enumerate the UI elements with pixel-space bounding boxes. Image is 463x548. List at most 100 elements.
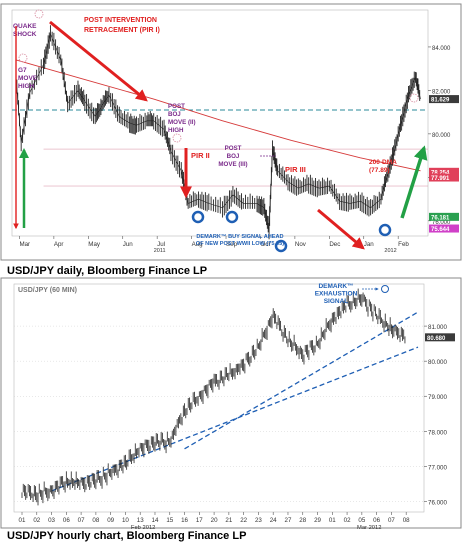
hourly-x-tick-label: 01 xyxy=(19,517,26,524)
daily-annotation-pir-iii: PIR III xyxy=(285,165,306,174)
hourly-x-tick-label: 07 xyxy=(388,517,395,524)
hourly-demark-signal-circle xyxy=(381,285,389,293)
hourly-x-tick-label: 09 xyxy=(107,517,114,524)
daily-demark-signal-circle xyxy=(225,210,239,224)
daily-level-tag xyxy=(429,212,459,221)
hourly-x-tick-label: 01 xyxy=(329,517,336,524)
hourly-trendline xyxy=(184,311,419,450)
hourly-x-tick-label: 15 xyxy=(166,517,173,524)
daily-x-tick-label: Dec xyxy=(329,241,340,248)
hourly-annotation-demark-line-2: SIGNAL xyxy=(324,298,349,305)
hourly-month-label: Feb 2012 xyxy=(131,525,156,531)
daily-arrow-pir-iii xyxy=(317,208,365,250)
daily-annotation-demark-line-0: DEMARK™ BUY SIGNAL AHEAD xyxy=(196,234,283,240)
daily-level-tag xyxy=(429,173,459,182)
hourly-x-tick-label: 27 xyxy=(285,517,292,524)
hourly-x-tick-label: 21 xyxy=(225,517,232,524)
daily-x-tick-label: Jul xyxy=(157,241,165,248)
hourly-chart-caption: USD/JPY hourly chart, Bloomberg Finance … xyxy=(7,530,247,542)
hourly-x-tick-label: 05 xyxy=(358,517,365,524)
hourly-y-tick-label: 79.000 xyxy=(428,394,447,401)
daily-chart-caption: USD/JPY daily, Bloomberg Finance LP xyxy=(7,265,208,277)
daily-annotation-pir-ii: PIR II xyxy=(191,151,210,160)
hourly-x-tick-label: 08 xyxy=(92,517,99,524)
hourly-last-price-label: 80.680 xyxy=(427,336,446,342)
daily-y-tick-label: 84.000 xyxy=(432,46,451,52)
daily-y-tick-label: 82.000 xyxy=(432,89,451,95)
daily-annotation-boj-ii-line-3: HIGH xyxy=(168,127,184,134)
hourly-annotation-demark-line-0: DEMARK™ xyxy=(318,283,353,290)
daily-year-label: 2011 xyxy=(154,248,166,254)
hourly-x-tick-label: 08 xyxy=(403,517,410,524)
daily-year-label: 2012 xyxy=(384,248,396,254)
hourly-plot-area xyxy=(13,283,425,513)
daily-annotation-demark-line-1: OF NEW POST WWII LOW (75.35) xyxy=(196,241,284,247)
daily-annotation-pir-i-line-1: RETRACEMENT (PIR I) xyxy=(84,27,160,34)
daily-demark-signal-circle xyxy=(191,210,205,224)
daily-annotation-g7-line-2: HIGH xyxy=(18,83,35,90)
hourly-x-tick-label: 22 xyxy=(240,517,247,524)
daily-annotation-pir-i-line-0: POST INTERVENTION xyxy=(84,17,157,24)
hourly-x-tick-label: 02 xyxy=(33,517,40,524)
daily-level-tag-label: 77.991 xyxy=(431,176,450,182)
daily-high-marker xyxy=(34,9,44,19)
hourly-y-tick-label: 80.000 xyxy=(428,359,447,366)
daily-x-tick-label: Aug xyxy=(192,241,204,248)
hourly-x-tick-label: 14 xyxy=(152,517,159,524)
daily-y-tick-label: 80.000 xyxy=(432,133,451,139)
daily-level-tag xyxy=(429,95,459,104)
daily-level-tag-label: 76.181 xyxy=(431,215,450,221)
hourly-x-tick-label: 20 xyxy=(211,517,218,524)
daily-x-tick-label: Nov xyxy=(295,241,307,248)
hourly-x-tick-label: 07 xyxy=(78,517,85,524)
daily-level-tag-label: 75.644 xyxy=(431,227,450,233)
daily-x-tick-label: May xyxy=(88,241,101,248)
daily-price-line xyxy=(15,32,421,230)
daily-annotation-boj-iii-line-0: POST xyxy=(225,145,242,152)
hourly-x-tick-label: 06 xyxy=(63,517,70,524)
daily-annotation-200dma-line-1: (77.89) xyxy=(369,167,390,174)
hourly-x-tick-label: 29 xyxy=(314,517,321,524)
hourly-annotation-demark-line-1: EXHAUSTION xyxy=(315,291,358,298)
hourly-month-label: Mar 2012 xyxy=(357,525,382,531)
daily-demark-signal-circle xyxy=(378,223,392,237)
daily-annotation-boj-iii-line-1: BOJ xyxy=(227,153,240,160)
hourly-y-tick-label: 76.000 xyxy=(428,499,447,506)
daily-annotation-g7-line-1: MOVE xyxy=(18,75,38,82)
daily-arrow-pir-i xyxy=(49,20,148,102)
daily-annotation-boj-iii-line-2: MOVE (III) xyxy=(218,161,247,168)
hourly-y-tick-label: 77.000 xyxy=(428,464,447,471)
daily-demark-signal-circle xyxy=(274,239,288,253)
daily-x-tick-label: Apr xyxy=(54,241,64,248)
daily-level-tag xyxy=(429,224,459,233)
hourly-x-tick-label: 02 xyxy=(344,517,351,524)
daily-annotation-boj-ii-line-1: BOJ xyxy=(168,111,181,118)
hourly-x-tick-label: 17 xyxy=(196,517,203,524)
daily-y-tick-label: 76.000 xyxy=(432,220,451,226)
daily-annotation-boj-ii-line-0: POST xyxy=(168,103,185,110)
daily-x-tick-label: Jan xyxy=(364,241,375,248)
daily-x-tick-label: Oct xyxy=(260,241,270,248)
daily-annotation-200dma-line-0: 200-DMA xyxy=(369,159,397,166)
hourly-x-tick-label: 03 xyxy=(48,517,55,524)
daily-level-tag-label: 78.254 xyxy=(431,170,450,176)
hourly-chart-title: USD/JPY (60 MIN) xyxy=(18,287,77,294)
daily-annotation-boj-ii-line-2: MOVE (II) xyxy=(168,119,196,126)
hourly-y-tick-label: 78.000 xyxy=(428,429,447,436)
hourly-x-tick-label: 10 xyxy=(122,517,129,524)
daily-annotation-quake-shock-line-1: SHOCK xyxy=(13,31,37,38)
daily-level-tag xyxy=(429,167,459,176)
daily-200dma-line xyxy=(15,59,421,172)
daily-arrow-rally xyxy=(400,145,428,219)
hourly-x-tick-label: 24 xyxy=(270,517,277,524)
daily-x-tick-label: Jun xyxy=(123,241,134,248)
daily-x-tick-label: Mar xyxy=(19,241,30,248)
hourly-x-tick-label: 06 xyxy=(373,517,380,524)
hourly-x-tick-label: 23 xyxy=(255,517,262,524)
hourly-y-tick-label: 81.000 xyxy=(428,324,447,331)
daily-annotation-g7-line-0: G7 xyxy=(18,67,27,74)
daily-high-marker xyxy=(172,133,182,143)
daily-x-tick-label: Sep xyxy=(226,241,238,248)
daily-annotation-quake-shock-line-0: QUAKE xyxy=(13,23,37,30)
